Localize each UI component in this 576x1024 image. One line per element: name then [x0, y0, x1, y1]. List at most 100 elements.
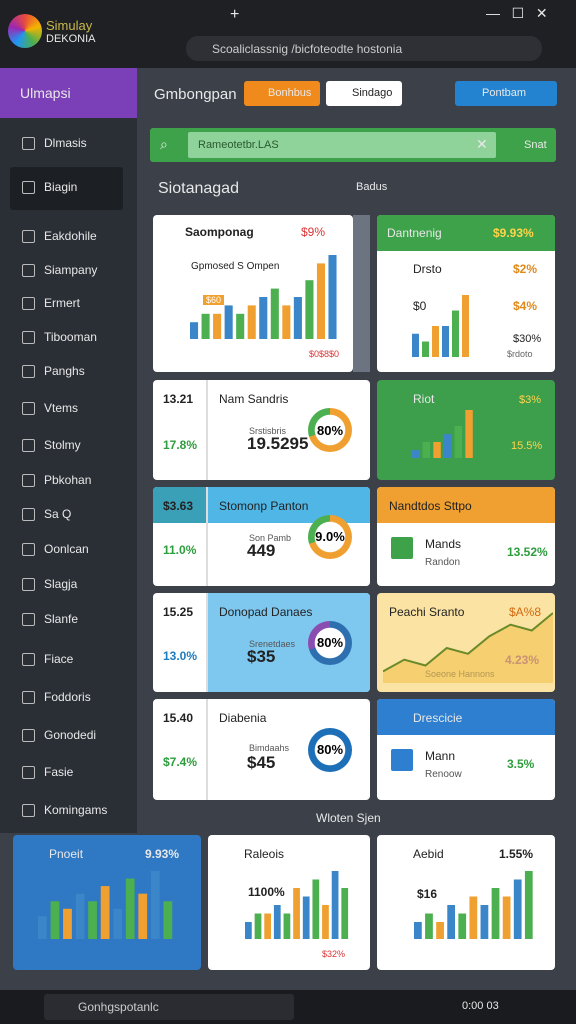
bar: [125, 878, 135, 939]
card-subtitle: Bimdaahs: [249, 743, 290, 753]
sidebar-item[interactable]: Biagin: [44, 180, 78, 194]
sidebar-item[interactable]: Dlmasis: [44, 136, 87, 150]
card: Raleois 1100% $32%: [208, 835, 370, 970]
card: Nandtdos Sttpo Mands Randon 13.52%: [377, 487, 555, 586]
address-text[interactable]: Scoaliclassnig /bicfoteodte hostonia: [212, 42, 403, 56]
bar: [422, 442, 431, 458]
card-title: Donopad Danaes: [219, 605, 313, 619]
card-change: 3.5%: [507, 757, 535, 771]
sidebar-icon: [22, 578, 35, 591]
sidebar-item[interactable]: Panghs: [44, 364, 85, 378]
card-label: 15.40: [163, 711, 194, 725]
row-value: $2%: [513, 262, 538, 276]
sidebar-icon: [22, 331, 35, 344]
bar: [513, 879, 522, 939]
card-value: $9.93%: [493, 226, 534, 240]
window-controls[interactable]: — ☐ ✕: [486, 5, 548, 21]
card-title: Diabenia: [219, 711, 267, 725]
sidebar-header[interactable]: [0, 68, 137, 118]
sidebar-item[interactable]: Komingams: [44, 803, 108, 817]
bar: [469, 896, 478, 939]
button-text[interactable]: Pontbam: [482, 87, 527, 99]
sidebar-item[interactable]: Gonodedi: [44, 728, 97, 742]
bar: [88, 901, 97, 939]
sidebar-icon: [22, 439, 35, 452]
sidebar-item[interactable]: Slanfe: [44, 612, 79, 626]
sidebar-item[interactable]: Tibooman: [44, 330, 97, 344]
bar-chart: [414, 871, 533, 939]
section-title: Siotanagad: [158, 180, 239, 197]
panel: [353, 215, 370, 372]
bar: [224, 305, 233, 339]
bar: [442, 326, 449, 357]
card-change: 13.0%: [163, 649, 198, 663]
bar: [458, 913, 467, 939]
bar: [75, 893, 85, 939]
bar: [270, 288, 279, 339]
bar: [293, 888, 300, 939]
search-placeholder: Rameotetbr.LAS: [198, 139, 279, 151]
sidebar-item[interactable]: Eakdohile: [44, 229, 97, 243]
card-title: Pnoeit: [49, 847, 84, 861]
card-value: $9%: [301, 225, 326, 239]
bar: [293, 297, 302, 339]
sidebar-item[interactable]: Fasie: [44, 765, 74, 779]
button-text[interactable]: Bonhbus: [268, 87, 312, 99]
card-title: Drescicie: [413, 711, 463, 725]
sidebar-item[interactable]: Ermert: [44, 296, 80, 310]
card: Drescicie Mann Renoow 3.5%: [377, 699, 555, 800]
sidebar-item[interactable]: Stolmy: [44, 438, 81, 452]
row-label: Drsto: [413, 262, 442, 276]
card-footer: $0$8$0: [309, 349, 340, 359]
card-subtitle: Son Pamb: [249, 533, 292, 543]
bar: [444, 434, 452, 458]
card-title: Riot: [413, 392, 435, 406]
bar: [502, 896, 511, 939]
button-text[interactable]: Sindago: [352, 87, 393, 99]
bar: [247, 305, 256, 339]
new-tab[interactable]: +: [230, 6, 240, 23]
sidebar-item[interactable]: Fiace: [44, 652, 74, 666]
bar: [422, 341, 429, 357]
search-action[interactable]: Snat: [524, 139, 547, 151]
card-name: Mann: [425, 749, 456, 763]
bar: [452, 310, 459, 357]
area: [383, 613, 553, 683]
sidebar-icon: [22, 264, 35, 277]
button[interactable]: [326, 81, 402, 106]
bar: [331, 871, 339, 939]
sidebar-icon: [22, 230, 35, 243]
clear-icon[interactable]: ✕: [476, 136, 488, 152]
line: [383, 612, 553, 673]
card-label: 15.25: [163, 605, 194, 619]
bar-chart: [412, 295, 469, 357]
bar: [341, 888, 349, 939]
row-value: $4%: [513, 299, 538, 313]
card-subtitle: Srenetdaes: [249, 639, 296, 649]
sidebar-item[interactable]: Oonlcan: [44, 542, 89, 556]
donut: 80%: [308, 620, 352, 665]
sidebar-item[interactable]: Vtems: [44, 401, 79, 415]
bar: [100, 886, 110, 939]
button[interactable]: [455, 81, 557, 106]
sidebar-icon: [22, 508, 35, 521]
sidebar-item[interactable]: Siampany: [44, 263, 98, 277]
section-tag[interactable]: Badus: [356, 181, 388, 193]
divider: [206, 487, 208, 586]
active-item: [10, 167, 123, 210]
card-change: 15.5%: [511, 440, 543, 452]
sidebar-icon: [22, 653, 35, 666]
taskbar-search[interactable]: [44, 994, 294, 1020]
address-bar[interactable]: [186, 36, 542, 61]
card-value: 1.55%: [499, 847, 534, 861]
sidebar-item[interactable]: Slagja: [44, 577, 78, 591]
bar: [190, 322, 199, 339]
button[interactable]: [244, 81, 320, 106]
sidebar-item[interactable]: Pbkohan: [44, 473, 92, 487]
sidebar-item[interactable]: Sa Q: [44, 507, 72, 521]
bar: [412, 333, 419, 357]
sidebar-item[interactable]: Foddoris: [44, 690, 91, 704]
search-input[interactable]: [188, 132, 496, 158]
sidebar-icon: [22, 365, 35, 378]
